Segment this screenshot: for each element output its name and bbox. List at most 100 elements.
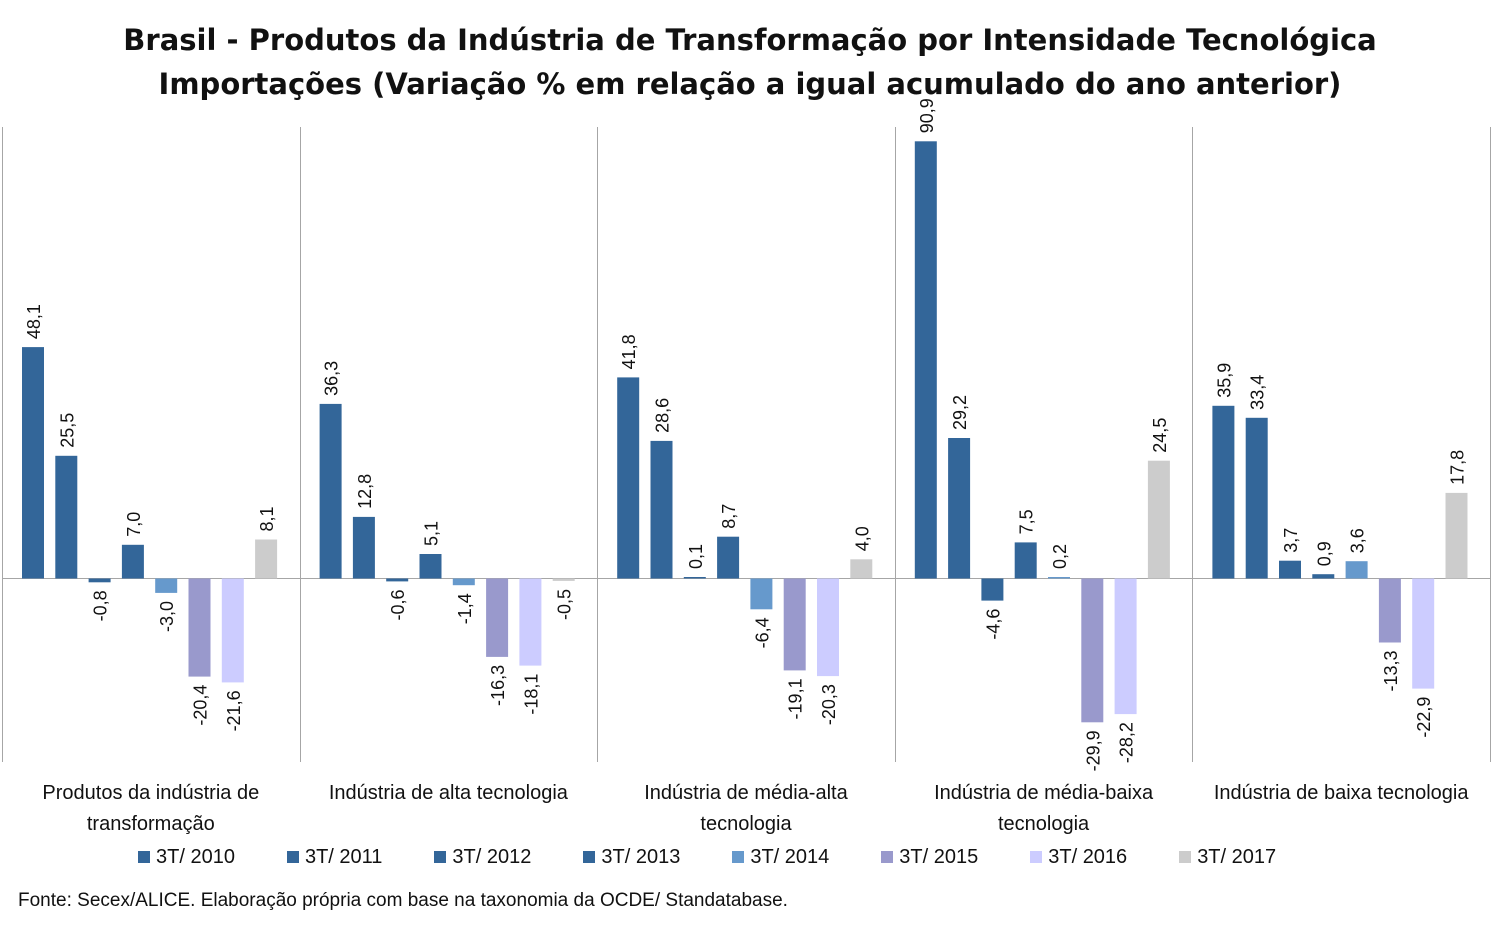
bar (486, 578, 509, 657)
legend-item: 3T/ 2014 (732, 846, 829, 869)
bar (386, 578, 409, 582)
data-label: 90,9 (917, 98, 937, 133)
bar (255, 539, 278, 579)
legend-label: 3T/ 2012 (452, 845, 532, 868)
legend-label: 3T/ 2013 (601, 845, 681, 868)
bar (1212, 405, 1235, 579)
category-label: Produtos da indústria de transformação (42, 782, 260, 835)
legend-swatch (1030, 851, 1043, 863)
bar (88, 578, 111, 583)
bar (1014, 542, 1037, 579)
data-label: 7,5 (1017, 509, 1037, 534)
chart-legend: 3T/ 2010 3T/ 2011 3T/ 2012 3T/ 2013 3T/ 2014… (138, 842, 1328, 872)
category-label: Indústria de baixa tecnologia (1213, 782, 1469, 804)
data-label: 0,9 (1314, 541, 1334, 566)
bar (121, 544, 144, 579)
data-label: -22,9 (1414, 697, 1434, 738)
bar (1114, 578, 1137, 715)
bar (750, 578, 773, 610)
legend-label: 3T/ 2017 (1197, 845, 1277, 868)
bar (221, 578, 244, 683)
legend-item: 3T/ 2015 (881, 846, 978, 869)
bar (1412, 578, 1435, 689)
data-label: 33,4 (1248, 375, 1268, 410)
data-label: -21,6 (224, 690, 244, 731)
bar (1147, 460, 1170, 579)
data-label: 41,8 (619, 334, 639, 369)
data-label: 5,1 (422, 521, 442, 546)
category-label: Indústria de média-alta tecnologia (644, 782, 848, 835)
bar (914, 141, 937, 579)
data-label: 12,8 (355, 474, 375, 509)
bar (1345, 561, 1368, 579)
bar (188, 578, 211, 677)
data-label: 17,8 (1448, 450, 1468, 485)
legend-label: 3T/ 2010 (156, 845, 235, 868)
legend-swatch (881, 851, 894, 863)
legend-label: 3T/ 2014 (750, 845, 830, 868)
data-label: 0,1 (686, 544, 706, 569)
data-label: 3,6 (1348, 528, 1368, 553)
legend-swatch (286, 851, 299, 863)
data-label: -19,1 (786, 678, 806, 719)
category-label: Indústria de alta tecnologia (328, 782, 568, 804)
data-label: -20,4 (191, 685, 211, 726)
bar (850, 559, 873, 579)
source-note: Fonte: Secex/ALICE. Elaboração própria c… (18, 890, 788, 911)
data-label: 0,2 (1050, 544, 1070, 569)
legend-item: 3T/ 2011 (286, 845, 383, 869)
legend-swatch (1179, 851, 1192, 863)
bar (352, 516, 375, 579)
bar (319, 403, 342, 579)
bar (55, 455, 78, 579)
bar (452, 578, 475, 586)
bar (1245, 417, 1268, 579)
bar (1378, 578, 1401, 643)
data-label: 4,0 (852, 526, 872, 551)
bar (981, 578, 1004, 601)
bar (1279, 560, 1301, 579)
legend-swatch (583, 851, 596, 863)
bar (717, 536, 740, 579)
legend-label: 3T/ 2011 (304, 845, 383, 868)
bar (1445, 492, 1468, 579)
bar (419, 554, 442, 579)
data-label: -18,1 (521, 674, 541, 715)
data-label: -4,6 (983, 609, 1003, 640)
bar (650, 440, 673, 579)
bar (519, 578, 542, 666)
data-label: -20,3 (819, 684, 839, 725)
data-label: -13,3 (1381, 651, 1401, 692)
legend-label: 3T/ 2015 (899, 845, 979, 868)
data-label: 8,1 (257, 506, 277, 531)
data-label: -3,0 (157, 601, 177, 632)
bar (1312, 574, 1335, 579)
bar (1048, 577, 1070, 579)
data-label: 35,9 (1214, 363, 1234, 398)
data-label: 48,1 (24, 304, 44, 339)
bar (617, 377, 640, 579)
legend-item: 3T/ 2017 (1179, 846, 1276, 869)
bar (817, 578, 839, 677)
chart-title-line-2: Importações (Variação % em relação a igu… (158, 67, 1342, 101)
bar (155, 578, 178, 593)
data-label: -1,4 (455, 593, 475, 624)
legend-swatch (732, 851, 745, 863)
data-label: -0,8 (91, 590, 111, 621)
bar (683, 577, 706, 579)
legend-item: 3T/ 2012 (434, 846, 531, 869)
data-label: 28,6 (653, 398, 673, 433)
legend-swatch (138, 851, 150, 863)
legend-swatch (434, 851, 447, 863)
chart-title-line-1: Brasil - Produtos da Indústria de Transf… (123, 23, 1377, 57)
bar (1081, 578, 1104, 723)
data-label: 7,0 (124, 512, 144, 537)
data-label: 36,3 (322, 361, 342, 396)
data-label: 24,5 (1150, 418, 1170, 453)
data-label: -0,6 (388, 589, 408, 620)
chart-title: Brasil - Produtos da Indústria de Transf… (0, 18, 1500, 106)
data-label: 25,5 (57, 413, 77, 448)
legend-item: 3T/ 2010 (138, 846, 235, 869)
bar (22, 347, 44, 579)
